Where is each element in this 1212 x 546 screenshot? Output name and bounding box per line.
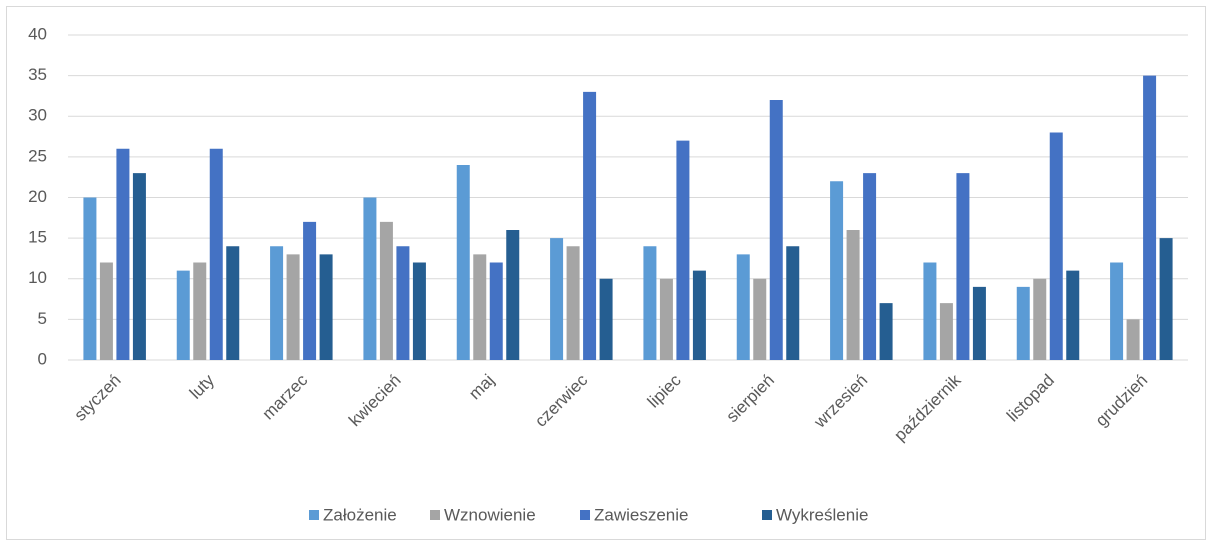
- legend-swatch: [309, 510, 319, 520]
- bar: [506, 230, 520, 360]
- bar: [863, 173, 877, 360]
- bar: [692, 270, 706, 360]
- bar: [1033, 278, 1047, 360]
- bar: [396, 246, 410, 360]
- bar: [83, 197, 97, 360]
- bar: [1066, 270, 1080, 360]
- y-tick-label: 10: [28, 268, 47, 287]
- bar: [1049, 132, 1063, 360]
- bar: [456, 165, 470, 360]
- legend-label: Zawieszenie: [594, 505, 689, 524]
- bar: [489, 262, 503, 360]
- bar: [643, 246, 657, 360]
- y-tick-label: 20: [28, 187, 47, 206]
- bar: [1110, 262, 1124, 360]
- bar: [1143, 75, 1157, 360]
- bar: [176, 270, 190, 360]
- bar: [379, 221, 393, 360]
- bar: [939, 303, 953, 360]
- bar: [132, 173, 146, 360]
- bar: [1016, 286, 1030, 360]
- y-tick-label: 35: [28, 65, 47, 84]
- bar: [270, 246, 284, 360]
- bar: [209, 148, 223, 360]
- legend-swatch: [762, 510, 772, 520]
- bar: [99, 262, 113, 360]
- bar: [363, 197, 377, 360]
- bar: [879, 303, 893, 360]
- bar: [226, 246, 240, 360]
- bar: [786, 246, 800, 360]
- bar: [956, 173, 970, 360]
- legend-label: Wznowienie: [444, 505, 536, 524]
- bar: [1126, 319, 1140, 360]
- chart-border: [6, 6, 1206, 540]
- bar: [659, 278, 673, 360]
- bar: [830, 181, 844, 360]
- bar: [753, 278, 767, 360]
- legend-label: Wykreślenie: [776, 505, 868, 524]
- bar: [303, 221, 317, 360]
- bar: [566, 246, 580, 360]
- bar: [599, 278, 613, 360]
- bar: [473, 254, 487, 360]
- bar: [972, 286, 986, 360]
- bar: [193, 262, 207, 360]
- bar: [676, 140, 690, 360]
- legend-label: Założenie: [323, 505, 397, 524]
- legend-swatch: [430, 510, 440, 520]
- legend-swatch: [580, 510, 590, 520]
- bar: [846, 230, 860, 360]
- y-tick-label: 0: [38, 349, 47, 368]
- bar: [116, 148, 130, 360]
- bar: [550, 238, 564, 360]
- y-tick-label: 5: [38, 309, 47, 328]
- y-tick-label: 15: [28, 228, 47, 247]
- bar: [769, 100, 783, 360]
- bar: [319, 254, 333, 360]
- bar: [412, 262, 426, 360]
- y-tick-label: 25: [28, 146, 47, 165]
- y-tick-label: 40: [28, 24, 47, 43]
- bar: [923, 262, 937, 360]
- bar: [286, 254, 300, 360]
- bar: [736, 254, 750, 360]
- bar: [1159, 238, 1173, 360]
- y-tick-label: 30: [28, 106, 47, 125]
- bar: [583, 91, 597, 360]
